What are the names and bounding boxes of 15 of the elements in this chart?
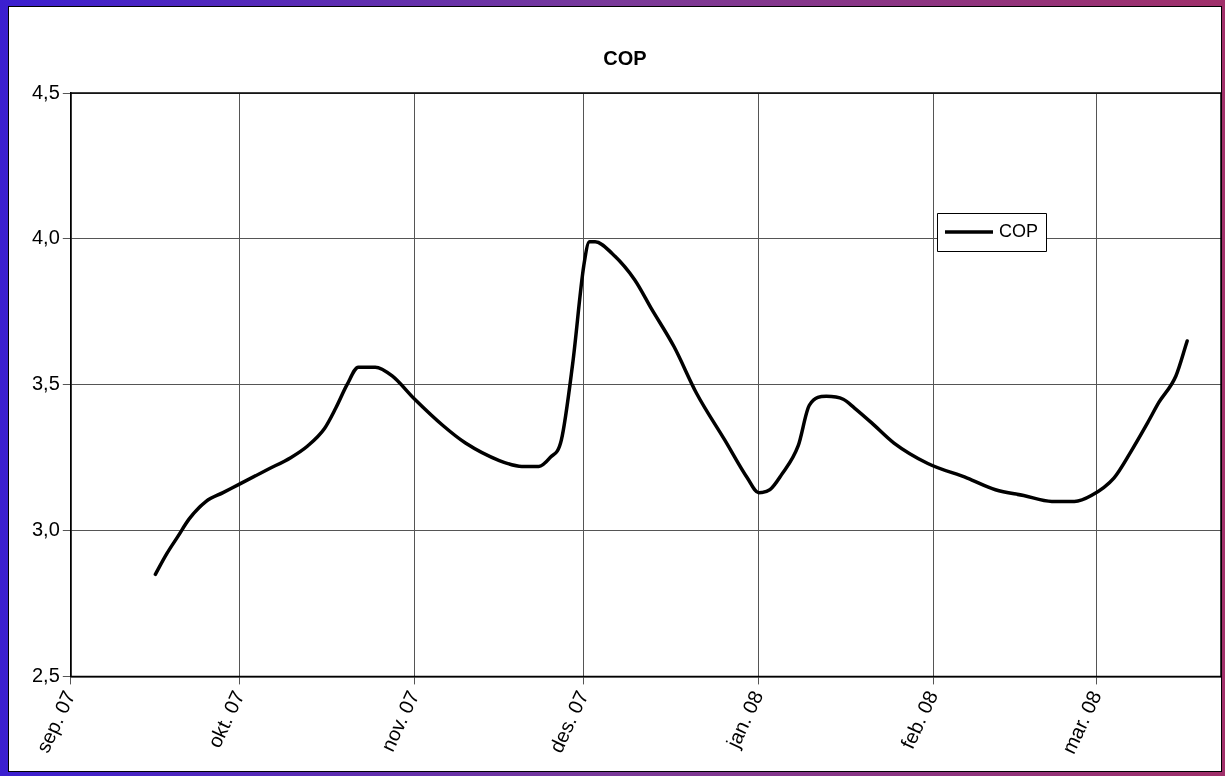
x-tick-label: feb. 08 — [896, 687, 943, 752]
x-tick-label: nov. 07 — [376, 687, 424, 755]
chart-title: COP — [603, 46, 647, 69]
y-tick-label: 3,0 — [31, 518, 60, 541]
y-tick-label: 4,5 — [31, 80, 60, 103]
x-tick-label: jan. 08 — [721, 687, 768, 752]
y-tick-label: 3,5 — [31, 372, 60, 395]
y-tick-label: 4,0 — [31, 226, 60, 249]
x-tick-label: des. 07 — [544, 687, 593, 756]
x-tick-label: sep. 07 — [31, 687, 80, 756]
y-tick-label: 2,5 — [31, 663, 60, 686]
x-tick-label: mar. 08 — [1057, 687, 1106, 757]
line-series — [153, 240, 1189, 577]
legend-label: COP — [998, 220, 1039, 241]
x-tick-label: okt. 07 — [203, 687, 249, 751]
